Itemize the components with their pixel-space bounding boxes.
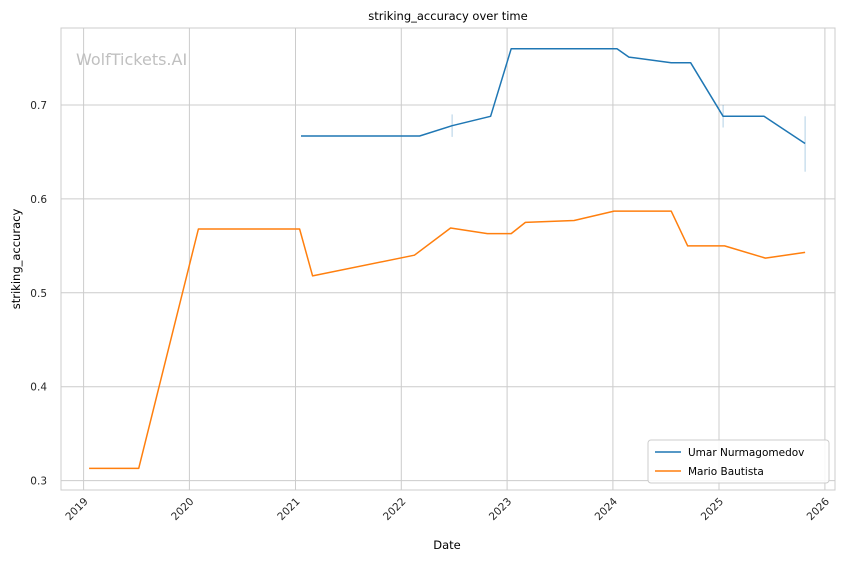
y-tick-label: 0.3 — [30, 476, 47, 488]
y-tick-label: 0.4 — [30, 382, 47, 394]
y-tick-labels: 0.3 0.4 0.5 0.6 0.7 — [30, 100, 47, 488]
x-axis-label: Date — [433, 538, 461, 552]
x-tick-label: 2022 — [381, 496, 408, 523]
legend-box — [647, 439, 830, 484]
series-1-line — [301, 47, 806, 145]
chart-title: striking_accuracy over time — [368, 9, 527, 23]
series-layer — [89, 47, 806, 470]
x-tick-label: 2024 — [593, 495, 621, 523]
x-tick-labels: 2019 2020 2021 2022 2023 2024 2025 2026 — [63, 495, 832, 523]
plot-frame — [60, 27, 836, 491]
x-tick-label: 2019 — [63, 496, 90, 523]
watermark: WolfTickets.AI — [76, 50, 187, 69]
x-tick-label: 2021 — [275, 496, 302, 523]
y-tick-label: 0.6 — [30, 194, 47, 206]
legend-label-series-2: Mario Bautista — [688, 466, 764, 478]
y-tick-label: 0.7 — [30, 100, 47, 112]
y-tick-label: 0.5 — [30, 288, 47, 300]
x-tick-label: 2023 — [487, 496, 514, 523]
legend-label-series-1: Umar Nurmagomedov — [688, 447, 804, 459]
x-tick-label: 2026 — [805, 495, 833, 523]
legend: Umar Nurmagomedov Mario Bautista — [647, 439, 830, 484]
y-axis-label: striking_accuracy — [9, 209, 23, 310]
x-tick-label: 2025 — [699, 496, 726, 523]
x-tick-label: 2020 — [169, 496, 196, 523]
series-2-line — [89, 210, 806, 470]
